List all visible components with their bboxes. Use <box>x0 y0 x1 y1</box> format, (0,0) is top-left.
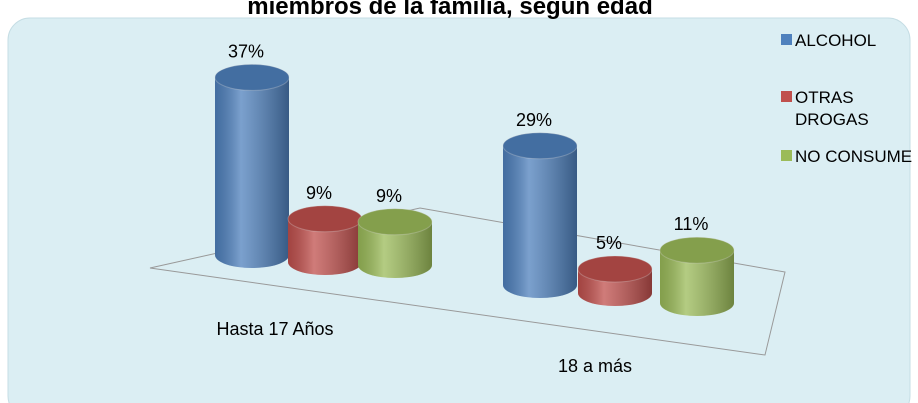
cylinder-top <box>577 255 653 283</box>
legend-swatch <box>781 150 792 161</box>
data-label: 5% <box>596 233 622 253</box>
chart-title: miembros de la familia, según edad <box>247 0 652 20</box>
data-label: 29% <box>516 110 552 130</box>
legend-swatch <box>781 34 792 45</box>
plot-background <box>7 17 911 403</box>
legend-label: OTRAS DROGAS <box>795 88 869 129</box>
x-tick-label: 18 a más <box>558 356 632 376</box>
cylinder-shade <box>358 221 432 278</box>
data-label: 9% <box>306 183 332 203</box>
cylinder-shade <box>288 218 362 275</box>
legend-label: NO CONSUME <box>795 147 913 166</box>
data-label: 37% <box>228 41 264 61</box>
data-label: 11% <box>674 214 709 234</box>
cylinder-top <box>287 205 363 233</box>
cylinder-shade <box>503 145 577 298</box>
cylinder-top <box>659 236 735 264</box>
cylinder-top <box>502 132 578 160</box>
legend-label: ALCOHOL <box>795 31 877 50</box>
x-tick-label: Hasta 17 Años <box>216 319 333 339</box>
data-label: 9% <box>376 186 402 206</box>
legend-swatch <box>781 91 792 102</box>
cylinder-shade <box>215 77 289 269</box>
cylinder-shade <box>660 250 734 316</box>
cylinder-top <box>357 208 433 236</box>
cylinder-top <box>214 63 290 91</box>
